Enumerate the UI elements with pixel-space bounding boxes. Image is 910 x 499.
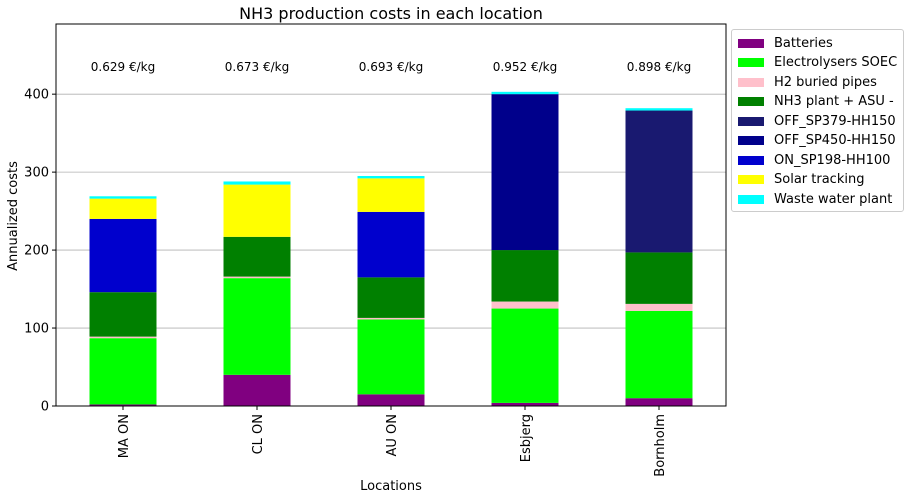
legend-item: OFF_SP450-HH150 [738, 132, 896, 150]
bar-segment-4 [625, 110, 693, 253]
bar-segment-1 [625, 310, 693, 399]
bar-segment-7 [357, 178, 425, 212]
legend-swatch [738, 194, 764, 204]
x-tick-label: Esbjerg [519, 414, 534, 462]
bar-segment-7 [223, 184, 291, 237]
bar-segment-3 [625, 252, 693, 304]
bar-segment-8 [491, 91, 559, 95]
legend-swatch [738, 136, 764, 145]
cost-annotation: 0.952 €/kg [493, 60, 557, 74]
bar-segment-3 [357, 277, 425, 318]
bar-segment-5 [491, 94, 559, 251]
bar-segment-8 [357, 176, 425, 179]
legend-item: Electrolysers SOEC [738, 54, 897, 72]
legend-swatch [738, 58, 764, 67]
bar-segment-0 [491, 402, 559, 406]
legend-item: OFF_SP379-HH150 [738, 112, 896, 130]
y-tick-label: 200 [24, 244, 49, 259]
legend-label: OFF_SP450-HH150 [774, 133, 896, 148]
legend-item: Solar tracking [738, 171, 864, 189]
legend-item: Batteries [738, 34, 833, 52]
y-tick-label: 0 [41, 400, 49, 415]
bar-segment-2 [223, 276, 291, 279]
legend-label: Electrolysers SOEC [774, 55, 898, 70]
x-tick-label: MA ON [117, 414, 132, 458]
bars [89, 91, 693, 406]
bar-segment-7 [89, 198, 157, 219]
bar-segment-3 [89, 292, 157, 337]
bar-segment-6 [89, 218, 157, 293]
bar-segment-2 [491, 301, 559, 309]
y-tick-label: 400 [24, 88, 49, 103]
legend-label: Batteries [774, 35, 833, 51]
chart-title: NH3 production costs in each location [239, 4, 543, 23]
bar-segment-6 [357, 211, 425, 278]
x-tick-label: AU ON [385, 414, 400, 457]
bar-segment-2 [625, 303, 693, 311]
bar-segment-3 [223, 236, 291, 277]
legend: Batteries Electrolysers SOEC H2 buried pip… [731, 29, 904, 212]
legend-label: Solar tracking [774, 172, 865, 187]
legend-label: ON_SP198-HH100 [774, 152, 891, 168]
bar-segment-8 [89, 196, 157, 199]
x-tick-label: CL ON [251, 414, 266, 454]
bar-segment-8 [223, 181, 291, 185]
cost-annotation: 0.673 €/kg [225, 60, 289, 74]
legend-item: ON_SP198-HH100 [738, 151, 890, 169]
bar-segment-1 [491, 308, 559, 403]
cost-annotation: 0.898 €/kg [627, 60, 691, 74]
legend-swatch [738, 38, 764, 48]
bar-segment-0 [89, 404, 157, 406]
y-tick-label: 300 [24, 166, 49, 181]
cost-annotation: 0.629 €/kg [91, 60, 155, 74]
legend-item: NH3 plant + ASU - [738, 93, 894, 111]
legend-swatch [738, 155, 764, 165]
legend-label: OFF_SP379-HH150 [774, 113, 896, 129]
x-axis-label: Locations [360, 479, 422, 494]
legend-swatch [738, 97, 764, 106]
bar-segment-0 [223, 374, 291, 406]
legend-label: NH3 plant + ASU - [774, 94, 894, 109]
legend-label: H2 buried pipes [774, 74, 877, 90]
legend-swatch [738, 116, 764, 126]
legend-swatch [738, 175, 764, 184]
legend-item: Waste water plant [738, 190, 892, 208]
y-axis: 0 100 200 300 400 [24, 88, 56, 415]
bar-segment-0 [625, 398, 693, 406]
legend-swatch [738, 77, 764, 87]
y-tick-label: 100 [24, 322, 49, 337]
bar-segment-2 [357, 317, 425, 320]
y-axis-label: Annualized costs [6, 161, 21, 271]
legend-label: Waste water plant [774, 191, 893, 207]
annotations: 0.629 €/kg 0.673 €/kg 0.693 €/kg 0.952 €/kg… [91, 60, 691, 74]
bar-segment-1 [89, 338, 157, 405]
bar-segment-3 [491, 250, 559, 302]
cost-annotation: 0.693 €/kg [359, 60, 423, 74]
x-axis: MA ON CL ON AU ON Esbjerg Bornholm [117, 406, 668, 477]
bar-segment-1 [357, 319, 425, 395]
bar-segment-2 [89, 336, 157, 339]
legend-item: H2 buried pipes [738, 73, 877, 91]
bar-segment-0 [357, 394, 425, 406]
bar-segment-1 [223, 278, 291, 375]
x-tick-label: Bornholm [653, 414, 668, 477]
bar-segment-8 [625, 108, 693, 111]
